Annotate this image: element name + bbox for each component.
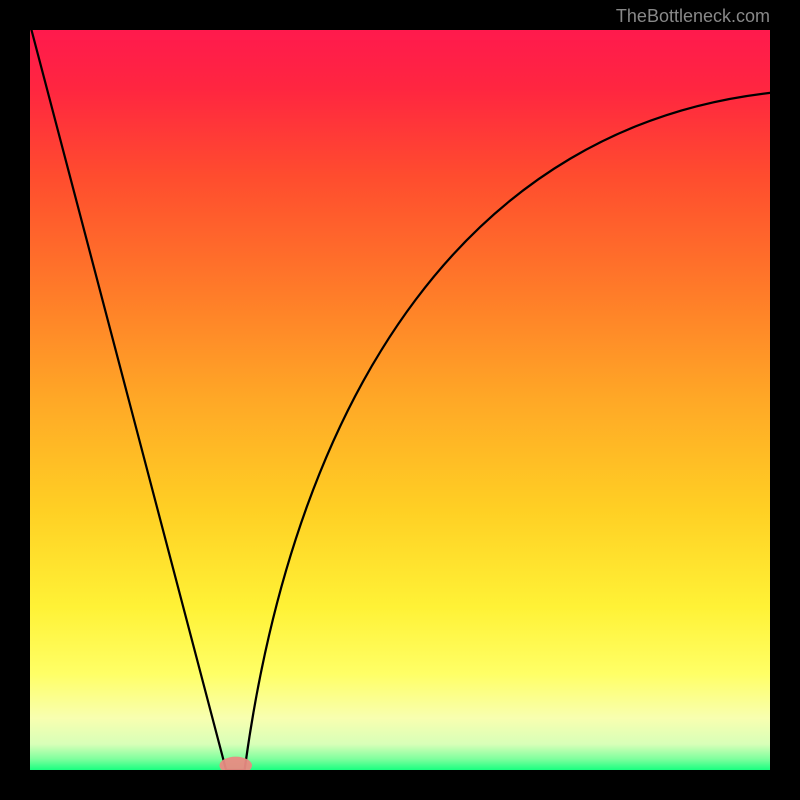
bottleneck-curve bbox=[31, 30, 770, 770]
chart-container: TheBottleneck.com bbox=[0, 0, 800, 800]
plot-area bbox=[30, 30, 770, 770]
watermark-text: TheBottleneck.com bbox=[616, 6, 770, 27]
curve-layer bbox=[30, 30, 770, 770]
